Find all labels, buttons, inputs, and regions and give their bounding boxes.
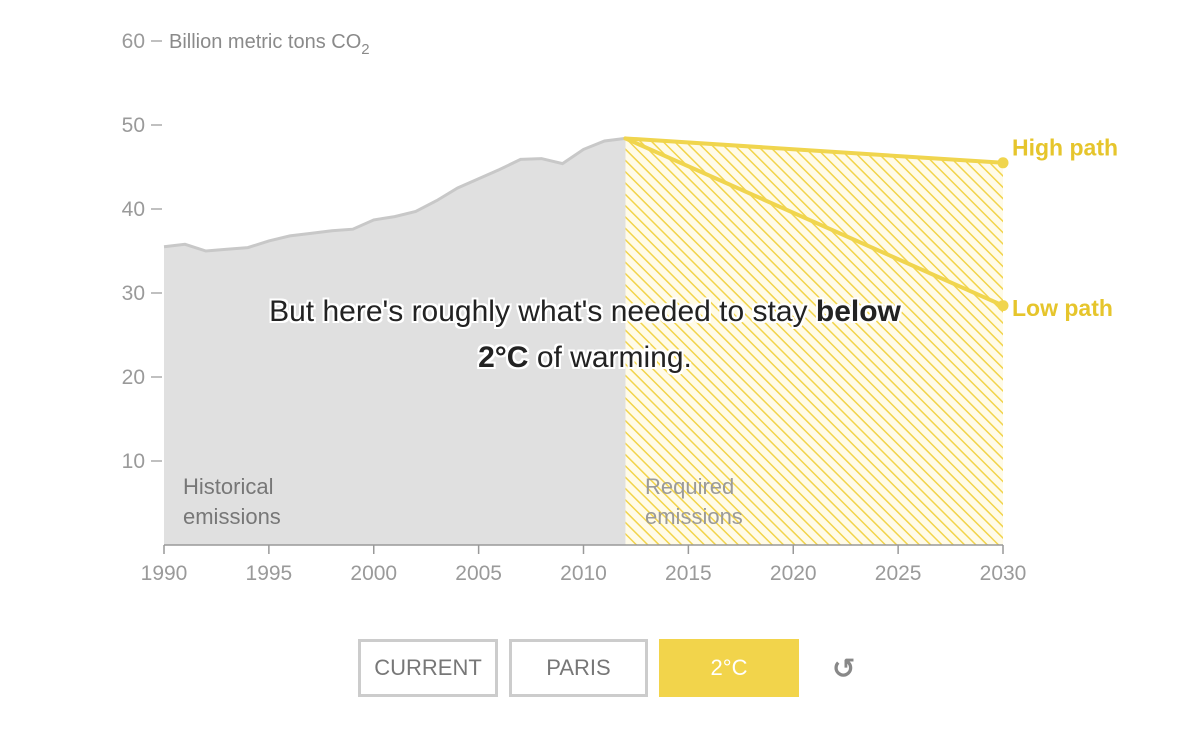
caption-highlight: below 2°C (478, 295, 901, 374)
x-tick-label: 2000 (350, 562, 397, 585)
low-path-line (623, 136, 1005, 308)
historical-label-line2: emissions (183, 504, 281, 529)
paris-button[interactable]: PARIS (509, 639, 648, 697)
two-degree-button[interactable]: 2°C (659, 639, 799, 697)
x-tick-label: 2020 (770, 562, 817, 585)
high-path-label: High path (1012, 135, 1118, 161)
emission-paths: High path Low path (623, 135, 1118, 321)
low-path-endpoint (997, 300, 1009, 312)
historical-emissions-area (164, 138, 626, 545)
chart-caption: But here's roughly what's needed to stay… (250, 289, 920, 381)
caption-text: But here's roughly what's needed to stay (269, 295, 816, 328)
scenario-controls: CURRENT PARIS 2°C ↺ (358, 639, 855, 697)
x-axis: 1990 1995 2000 2005 2010 2015 2020 2025 2030 (141, 544, 1027, 585)
x-tick-label: 2015 (665, 562, 712, 585)
reset-icon[interactable]: ↺ (832, 652, 856, 684)
historical-emissions-line (163, 136, 626, 253)
x-tick-label: 2030 (980, 562, 1027, 585)
high-path-endpoint (997, 157, 1009, 169)
y-tick-label: 20 (122, 366, 145, 389)
x-tick-label: 2025 (875, 562, 922, 585)
required-label: Required (645, 474, 734, 499)
y-tick-label: 10 (122, 450, 145, 473)
caption-text-end: of warming. (528, 341, 692, 374)
required-label-line2: emissions (645, 504, 743, 529)
x-tick-label: 1995 (246, 562, 293, 585)
y-axis: 10 20 30 40 50 60 (122, 30, 162, 473)
y-tick-label: 30 (122, 282, 145, 305)
x-tick-label: 2010 (560, 562, 607, 585)
x-tick-label: 2005 (455, 562, 502, 585)
historical-label: Historical (183, 474, 273, 499)
y-tick-label: 40 (122, 198, 145, 221)
y-tick-label: 50 (122, 114, 145, 137)
unit-label: Billion metric tons CO2 (169, 31, 370, 58)
x-tick-label: 1990 (141, 562, 188, 585)
current-button[interactable]: CURRENT (358, 639, 498, 697)
low-path-label: Low path (1012, 295, 1113, 321)
required-emissions-area (625, 138, 1003, 545)
high-path-line (623, 136, 1005, 165)
y-tick-label: 60 (122, 30, 145, 53)
